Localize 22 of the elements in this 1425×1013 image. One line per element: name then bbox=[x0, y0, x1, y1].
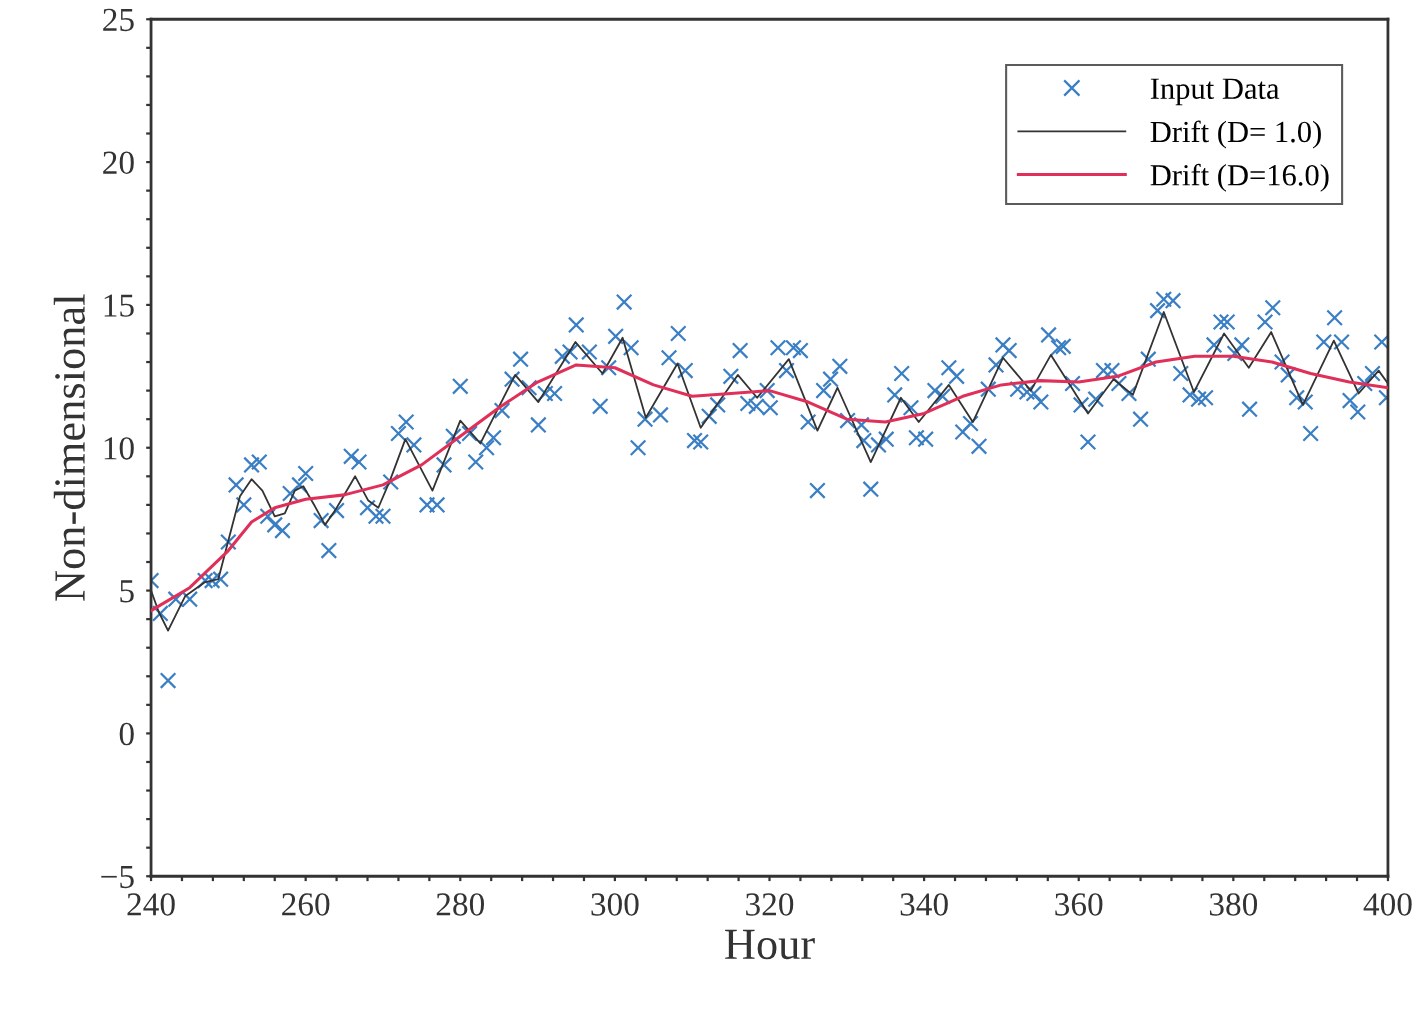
legend-label: Drift (D= 1.0) bbox=[1150, 120, 1321, 149]
x-axis-title: Hour bbox=[725, 929, 815, 960]
legend-label: Drift (D=16.0) bbox=[1150, 163, 1329, 192]
line-series bbox=[151, 354, 1388, 613]
x-tick-label: 260 bbox=[282, 893, 330, 916]
x-tick-label: 240 bbox=[127, 893, 175, 916]
legend-label: Input Data bbox=[1150, 78, 1280, 106]
y-tick-label: −5 bbox=[101, 865, 134, 889]
x-tick-label: 300 bbox=[591, 893, 639, 916]
y-tick-label: 20 bbox=[103, 151, 134, 174]
x-tick-label: 280 bbox=[436, 893, 484, 916]
x-tick-label: 360 bbox=[1055, 893, 1103, 916]
x-tick-label: 320 bbox=[746, 893, 794, 916]
x-tick-label: 380 bbox=[1209, 893, 1258, 916]
y-tick-label: 5 bbox=[120, 580, 134, 603]
x-tick-label: 400 bbox=[1363, 893, 1412, 916]
y-axis-title: Non-dimensional bbox=[53, 294, 86, 601]
y-tick-label: 0 bbox=[119, 722, 134, 746]
y-tick-label: 10 bbox=[104, 437, 134, 460]
x-tick-label: 340 bbox=[900, 893, 948, 916]
y-tick-label: 15 bbox=[104, 294, 134, 317]
y-tick-label: 25 bbox=[103, 8, 134, 32]
